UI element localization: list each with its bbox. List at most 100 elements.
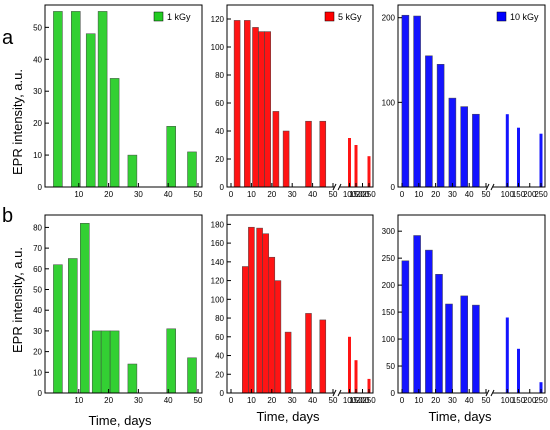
xtick-label-b3-1-3: 250 xyxy=(534,396,548,405)
bar-a2-6 xyxy=(282,130,290,188)
frame-a1 xyxy=(44,4,203,188)
axis-break-right-a2 xyxy=(337,183,342,191)
axis-break-gap-a3 xyxy=(487,183,493,191)
x-axis-label-left: Time, days xyxy=(88,413,152,428)
bar-a3-8 xyxy=(517,127,520,187)
ytick-label-b3-3: 150 xyxy=(382,308,396,317)
bar-a3-3 xyxy=(436,64,445,188)
legend-label-a1: 1 kGy xyxy=(167,12,191,22)
bar-b2-11 xyxy=(367,378,371,393)
xtick-label-a3-0-4: 40 xyxy=(465,190,474,199)
xtick-label-a3-0-0: 0 xyxy=(400,190,405,199)
xtick-label-b3-0-0: 0 xyxy=(400,396,405,405)
bar-b2-0 xyxy=(242,266,249,394)
ytick-label-b1-5: 50 xyxy=(33,286,42,295)
ytick-label-a2-4: 80 xyxy=(215,71,224,80)
ytick-label-a1-1: 10 xyxy=(33,151,42,160)
xtick-label-b1-0-0: 10 xyxy=(74,396,83,405)
bar-b2-5 xyxy=(274,280,282,394)
bar-b3-2 xyxy=(425,249,433,394)
bar-a1-5 xyxy=(127,154,138,188)
xtick-label-b2-0-1: 10 xyxy=(247,396,256,405)
xtick-label-a1-0-2: 30 xyxy=(134,190,143,199)
bar-a1-1 xyxy=(71,11,81,188)
xtick-label-b2-0-0: 0 xyxy=(229,396,234,405)
bar-b2-10 xyxy=(354,360,358,393)
bar-b1-0 xyxy=(53,264,63,394)
bar-b1-3 xyxy=(91,330,102,394)
bar-b3-3 xyxy=(435,274,443,394)
ytick-label-a2-1: 20 xyxy=(215,155,224,164)
ytick-label-a3-2: 200 xyxy=(382,14,396,23)
ytick-label-b3-5: 250 xyxy=(382,254,396,263)
axis-break-left-b2 xyxy=(332,389,337,397)
xtick-label-b2-0-5: 50 xyxy=(329,396,338,405)
xtick-label-a2-0-4: 40 xyxy=(308,190,317,199)
xtick-label-b1-0-4: 50 xyxy=(194,396,203,405)
xtick-label-b2-1-0: 100 xyxy=(343,396,357,405)
bar-a3-0 xyxy=(401,14,410,188)
legend-label-a2: 5 kGy xyxy=(338,12,362,22)
ytick-label-b1-2: 20 xyxy=(33,348,42,357)
bar-a1-6 xyxy=(166,126,176,188)
ytick-label-b2-2: 40 xyxy=(215,352,224,361)
axis-break-gap-b2 xyxy=(334,389,340,397)
xtick-label-a3-1-1: 150 xyxy=(512,190,526,199)
bar-a2-4 xyxy=(264,31,271,188)
xtick-label-a2-1-3: 250 xyxy=(362,190,376,199)
bar-a3-5 xyxy=(460,106,468,188)
frame-b2 xyxy=(226,214,374,394)
ytick-label-b1-4: 40 xyxy=(33,306,42,315)
xtick-label-b3-0-5: 50 xyxy=(482,396,491,405)
xtick-label-b2-1-3: 250 xyxy=(362,396,376,405)
ytick-label-b2-0: 0 xyxy=(220,389,225,398)
ytick-label-b2-5: 100 xyxy=(211,295,225,304)
ytick-label-a3-1: 100 xyxy=(382,98,396,107)
bar-a3-6 xyxy=(472,113,480,188)
ytick-label-b2-8: 160 xyxy=(211,239,225,248)
y-axis-label-top: EPR intensity, a.u. xyxy=(10,69,25,175)
xtick-label-a2-1-0: 100 xyxy=(343,190,357,199)
axis-break-left-a3 xyxy=(485,183,490,191)
axis-break-gap-a2 xyxy=(334,183,340,191)
bar-a1-0 xyxy=(53,11,63,188)
xtick-label-a3-0-1: 10 xyxy=(414,190,423,199)
xtick-label-a2-0-3: 30 xyxy=(288,190,297,199)
xtick-label-a3-0-3: 30 xyxy=(448,190,457,199)
bar-a2-1 xyxy=(244,20,251,188)
xtick-label-a1-0-4: 50 xyxy=(194,190,203,199)
ytick-label-b1-1: 10 xyxy=(33,368,42,377)
xtick-label-b2-1-1: 150 xyxy=(349,396,363,405)
bar-a2-8 xyxy=(319,120,327,188)
xtick-label-b1-0-1: 20 xyxy=(104,396,113,405)
xtick-label-b3-1-1: 150 xyxy=(512,396,526,405)
bar-a2-2 xyxy=(252,27,259,188)
ytick-label-a1-4: 40 xyxy=(33,55,42,64)
xtick-label-a1-0-1: 20 xyxy=(104,190,113,199)
xtick-label-a1-0-0: 10 xyxy=(74,190,83,199)
x-axis-label-right: Time, days xyxy=(428,409,492,424)
axis-break-right-b3 xyxy=(490,389,495,397)
bar-b2-7 xyxy=(305,313,312,394)
bar-b1-7 xyxy=(166,328,176,394)
y-axis-label-bottom: EPR intensity, a.u. xyxy=(10,247,25,353)
ytick-label-b3-0: 0 xyxy=(391,389,396,398)
ytick-label-a2-6: 120 xyxy=(211,15,225,24)
axis-break-right-a3 xyxy=(490,183,495,191)
bar-b2-6 xyxy=(284,331,292,394)
bar-b3-5 xyxy=(460,295,468,394)
ytick-label-b3-1: 50 xyxy=(386,362,395,371)
legend-label-a3: 10 kGy xyxy=(510,12,539,22)
xtick-label-a3-0-5: 50 xyxy=(482,190,491,199)
bar-b3-4 xyxy=(445,303,453,394)
bar-b3-9 xyxy=(539,382,543,393)
xtick-label-b3-0-1: 10 xyxy=(414,396,423,405)
bar-b3-1 xyxy=(413,235,421,394)
xtick-label-b2-0-4: 40 xyxy=(308,396,317,405)
xtick-label-a2-1-2: 200 xyxy=(356,190,370,199)
ytick-label-b2-3: 60 xyxy=(215,333,224,342)
xtick-label-b3-0-4: 40 xyxy=(465,396,474,405)
